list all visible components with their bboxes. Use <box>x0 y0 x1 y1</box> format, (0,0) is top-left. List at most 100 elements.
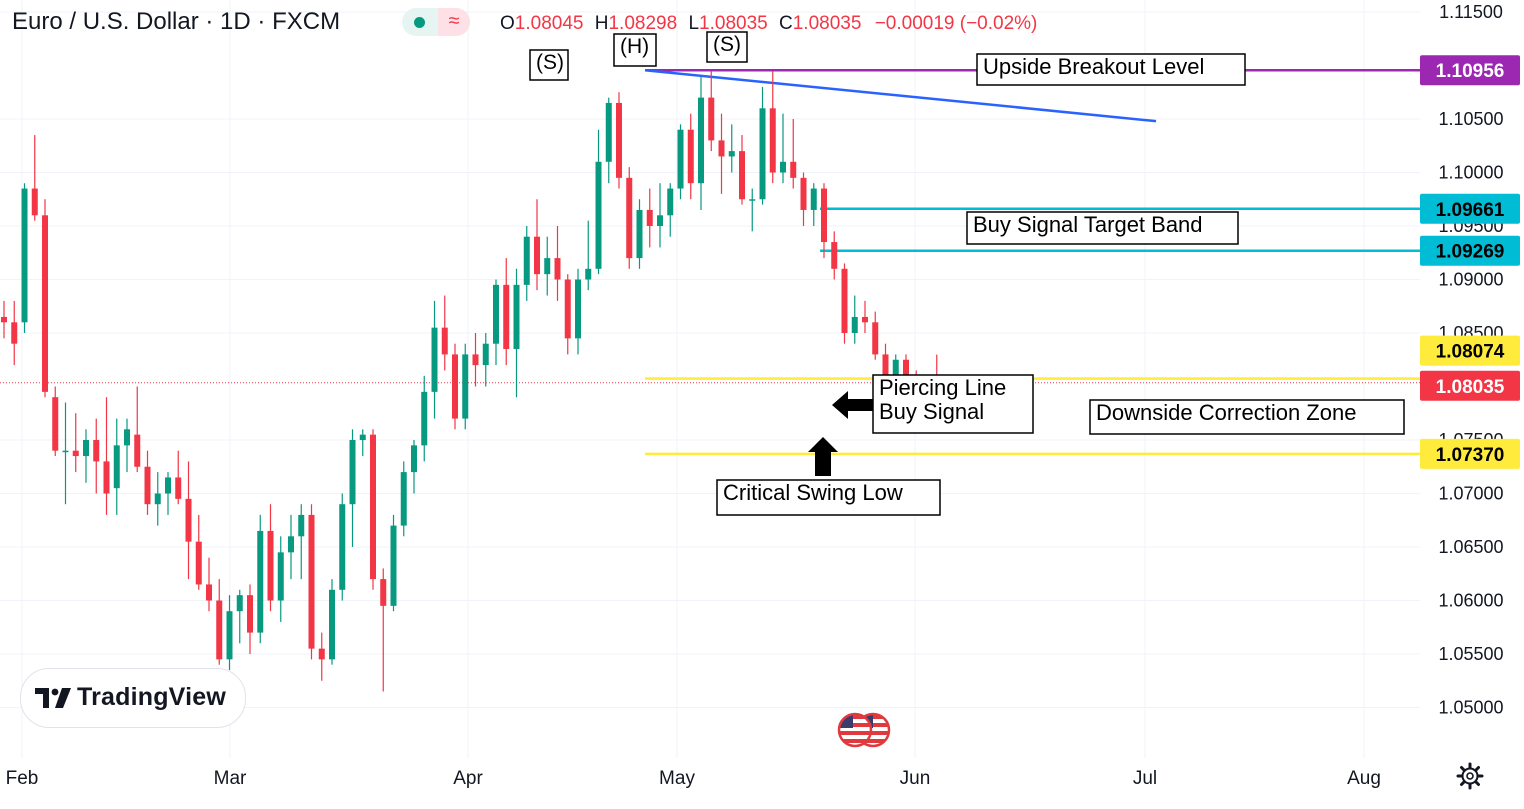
neckline-trendline <box>644 68 1157 123</box>
candle <box>575 268 581 355</box>
candle-body <box>452 354 458 419</box>
swing-low-label-text: Critical Swing Low <box>723 480 903 505</box>
candle <box>841 263 848 344</box>
gear-teeth <box>1456 762 1484 790</box>
candle <box>318 632 325 681</box>
symbol-title[interactable]: Euro / U.S. Dollar · 1D · FXCM <box>12 8 341 35</box>
swing-low-label: Critical Swing Low <box>716 479 941 516</box>
candle-body <box>83 440 89 457</box>
badge-upside-breakout-bg <box>1420 55 1520 86</box>
badge-target-lower: 1.09269 <box>1420 235 1520 266</box>
candle <box>206 557 212 612</box>
candle-body <box>769 108 776 173</box>
downside-zone-label-text: Downside Correction Zone <box>1096 400 1356 425</box>
candle-body <box>698 97 704 184</box>
tradingview-logo[interactable]: TradingView <box>20 668 246 728</box>
chart-annotations: (S) (H) (S) Upside Breakout Level Buy Signal… <box>529 31 1405 516</box>
candle-body <box>298 514 305 537</box>
candle-body <box>595 161 602 269</box>
candle <box>349 429 356 547</box>
candle-body <box>195 541 202 585</box>
candle-body <box>72 450 79 457</box>
candle-body <box>841 268 848 333</box>
price-axis[interactable]: 1.115001.105001.100001.095001.090001.085… <box>1420 2 1520 718</box>
candle-body <box>267 530 274 601</box>
price-tick-label: 1.10000 <box>1438 163 1503 183</box>
candle-body <box>749 199 756 201</box>
candle-body <box>370 434 376 580</box>
candle <box>636 199 643 269</box>
upside-breakout-label-box <box>976 53 1246 86</box>
candle <box>728 124 735 173</box>
candle-body <box>257 530 264 633</box>
candle <box>513 268 520 398</box>
candle-body <box>534 236 540 275</box>
time-tick-label: Feb <box>6 768 39 789</box>
candle <box>626 167 633 269</box>
gear-ring <box>1461 767 1479 785</box>
us-eu-flags-icon[interactable] <box>835 710 895 750</box>
price-tick-label: 1.06500 <box>1438 537 1503 557</box>
candle-body <box>103 461 110 494</box>
badge-target-upper: 1.09661 <box>1420 193 1520 224</box>
badge-upside-breakout-text: 1.10956 <box>1436 61 1505 82</box>
price-tick-label: 1.06000 <box>1438 591 1503 611</box>
candle-body <box>216 600 223 660</box>
open-value: 1.08045 <box>514 13 584 34</box>
candle-body <box>636 209 643 259</box>
badge-current-price-bg <box>1420 370 1520 401</box>
market-open-dot-icon <box>414 17 425 28</box>
candle-body <box>441 327 448 355</box>
candle-body <box>93 440 100 462</box>
time-tick-label: Apr <box>453 768 483 789</box>
price-tick-label: 1.11500 <box>1439 2 1503 22</box>
candle-body <box>52 397 59 451</box>
candle-body <box>277 552 284 601</box>
change-value: −0.00019 (−0.02%) <box>874 13 1038 34</box>
high-label: H <box>594 13 609 34</box>
buy-target-label-box <box>966 211 1239 245</box>
badge-target-upper-text: 1.09661 <box>1436 200 1505 221</box>
candle-body <box>226 611 233 660</box>
candle-body <box>380 579 387 606</box>
upside-breakout-label: Upside Breakout Level <box>976 53 1246 86</box>
candle-body <box>318 648 325 660</box>
candle-body <box>728 151 735 157</box>
candle <box>247 584 253 654</box>
candlestick-series <box>1 70 940 692</box>
candle-body <box>390 525 397 606</box>
candle <box>195 514 202 590</box>
market-status-pill[interactable]: ≈ <box>402 8 470 36</box>
price-tick-label: 1.09000 <box>1438 270 1503 290</box>
badge-current-price-text: 1.08035 <box>1436 377 1505 398</box>
horizontal-levels <box>0 68 1420 456</box>
candle <box>452 343 458 430</box>
candle-body <box>134 434 141 467</box>
candle-body <box>851 316 858 333</box>
downside-zone-label: Downside Correction Zone <box>1089 399 1405 435</box>
settings-gear-icon[interactable] <box>1456 762 1484 790</box>
candle <box>62 402 69 505</box>
close-label: C <box>779 13 793 34</box>
candle-body <box>585 268 592 280</box>
candle-body <box>739 151 745 200</box>
candle <box>11 300 18 366</box>
candle <box>370 429 376 590</box>
time-axis[interactable]: Feb Mar Apr May Jun Jul Aug <box>6 768 1381 789</box>
candle <box>657 183 663 248</box>
candle <box>216 579 223 665</box>
left-shoulder-label-text: (S) <box>536 51 564 74</box>
candle-body <box>718 140 725 157</box>
head-label-text: (H) <box>620 35 649 58</box>
candle-body <box>513 284 520 350</box>
candle-body <box>800 177 807 210</box>
candle <box>93 418 100 494</box>
badge-swing-low-text: 1.07370 <box>1436 445 1505 466</box>
candle-body <box>903 359 909 387</box>
candle <box>718 113 725 194</box>
candle-body <box>62 450 69 453</box>
candle <box>616 92 622 189</box>
left-arrow-icon <box>832 391 873 419</box>
low-label: L <box>688 13 700 34</box>
